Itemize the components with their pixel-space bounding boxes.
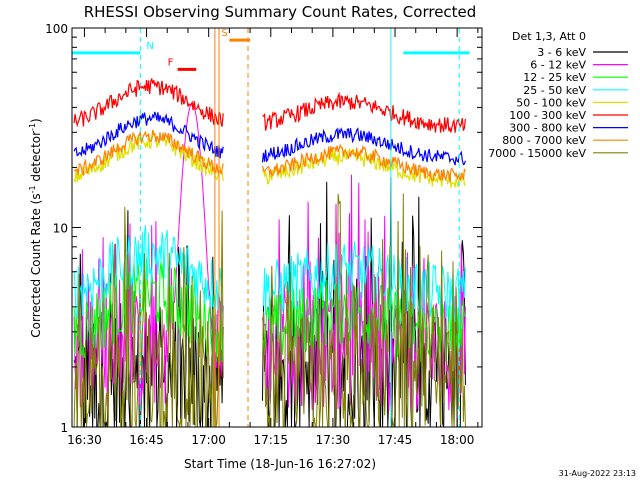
legend-header: Det 1,3, Att 0: [512, 30, 586, 43]
series-line: [73, 111, 466, 166]
timestamp-label: 31-Aug-2022 23:13: [559, 469, 636, 478]
plot-annotations-group: N F S: [72, 28, 470, 427]
x-tick-label: 17:45: [378, 433, 413, 447]
annotation-label: S: [221, 28, 227, 39]
series-line: [73, 78, 466, 133]
x-tick-label: 17:15: [253, 433, 288, 447]
legend-entry-label: 7000 - 15000 keV: [488, 147, 586, 160]
series-line: [73, 193, 466, 429]
series-line: [73, 225, 466, 324]
x-tick-label: 17:00: [191, 433, 226, 447]
y-axis-label: Corrected Count Rate (s-1 detector-1): [28, 118, 43, 337]
annotation-label: N: [146, 41, 153, 52]
plot-series-group: [73, 78, 466, 429]
x-tick-label: 16:30: [67, 433, 102, 447]
x-axis-label: Start Time (18-Jun-16 16:27:02): [184, 457, 376, 471]
y-tick-label: 10: [53, 222, 68, 236]
legend-entry-label: 25 - 50 keV: [523, 84, 586, 97]
x-tick-label: 17:30: [316, 433, 351, 447]
series-line: [73, 129, 466, 183]
series-line: [73, 132, 466, 188]
y-tick-label: 100: [45, 22, 68, 36]
legend-entry-label: 800 - 7000 keV: [502, 134, 586, 147]
legend-entry-label: 100 - 300 keV: [509, 109, 586, 122]
axes-group: 16:30 16:45 17:00 17:15 17:30 17:45 18:00 1 10 10…: [45, 22, 482, 447]
legend-entry-label: 12 - 25 keV: [523, 71, 586, 84]
annotation-label: F: [168, 57, 174, 68]
legend-entry-label: 300 - 800 keV: [509, 122, 586, 135]
legend-entry-label: 6 - 12 keV: [530, 59, 586, 72]
chart-title: RHESSI Observing Summary Count Rates, Co…: [84, 3, 477, 21]
legend-entry-label: 50 - 100 keV: [516, 96, 586, 109]
x-tick-label: 16:45: [129, 433, 164, 447]
y-tick-label: 1: [60, 421, 68, 435]
x-tick-label: 18:00: [440, 433, 475, 447]
legend-entry-label: 3 - 6 keV: [537, 46, 586, 59]
